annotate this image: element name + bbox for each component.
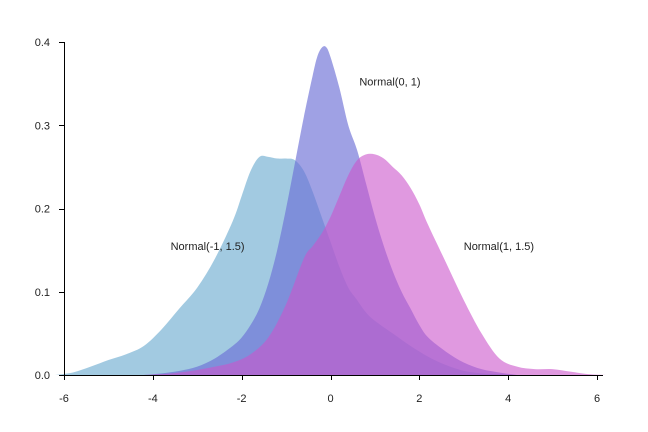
axes: -6 -4 -2 0 2 4 6 0.0 0.1 0.2 0.3 0.4 (35, 37, 603, 405)
y-tick-label: 0.0 (35, 370, 50, 382)
y-tick-label: 0.3 (35, 120, 50, 132)
series-label-2: Normal(0, 1) (359, 76, 420, 88)
series-label-3: Normal(1, 1.5) (464, 241, 534, 253)
y-tick-label: 0.4 (35, 37, 50, 49)
density-area-series-2 (143, 46, 518, 375)
y-tick-label: 0.2 (35, 204, 50, 216)
x-tick-label: 2 (416, 393, 422, 405)
y-ticks: 0.0 0.1 0.2 0.3 0.4 (35, 37, 64, 382)
density-area-series-3 (143, 153, 606, 375)
x-tick-label: -6 (59, 393, 69, 405)
x-ticks: -6 -4 -2 0 2 4 6 (59, 375, 600, 405)
density-areas (55, 46, 606, 375)
x-tick-label: 4 (505, 393, 511, 405)
x-tick-label: 6 (594, 393, 600, 405)
x-tick-label: -2 (237, 393, 247, 405)
x-tick-label: -4 (148, 393, 158, 405)
y-tick-label: 0.1 (35, 287, 50, 299)
series-labels: Normal(-1, 1.5) Normal(0, 1) Normal(1, 1.5… (171, 76, 534, 253)
x-tick-label: 0 (327, 393, 333, 405)
series-label-1: Normal(-1, 1.5) (171, 241, 245, 253)
